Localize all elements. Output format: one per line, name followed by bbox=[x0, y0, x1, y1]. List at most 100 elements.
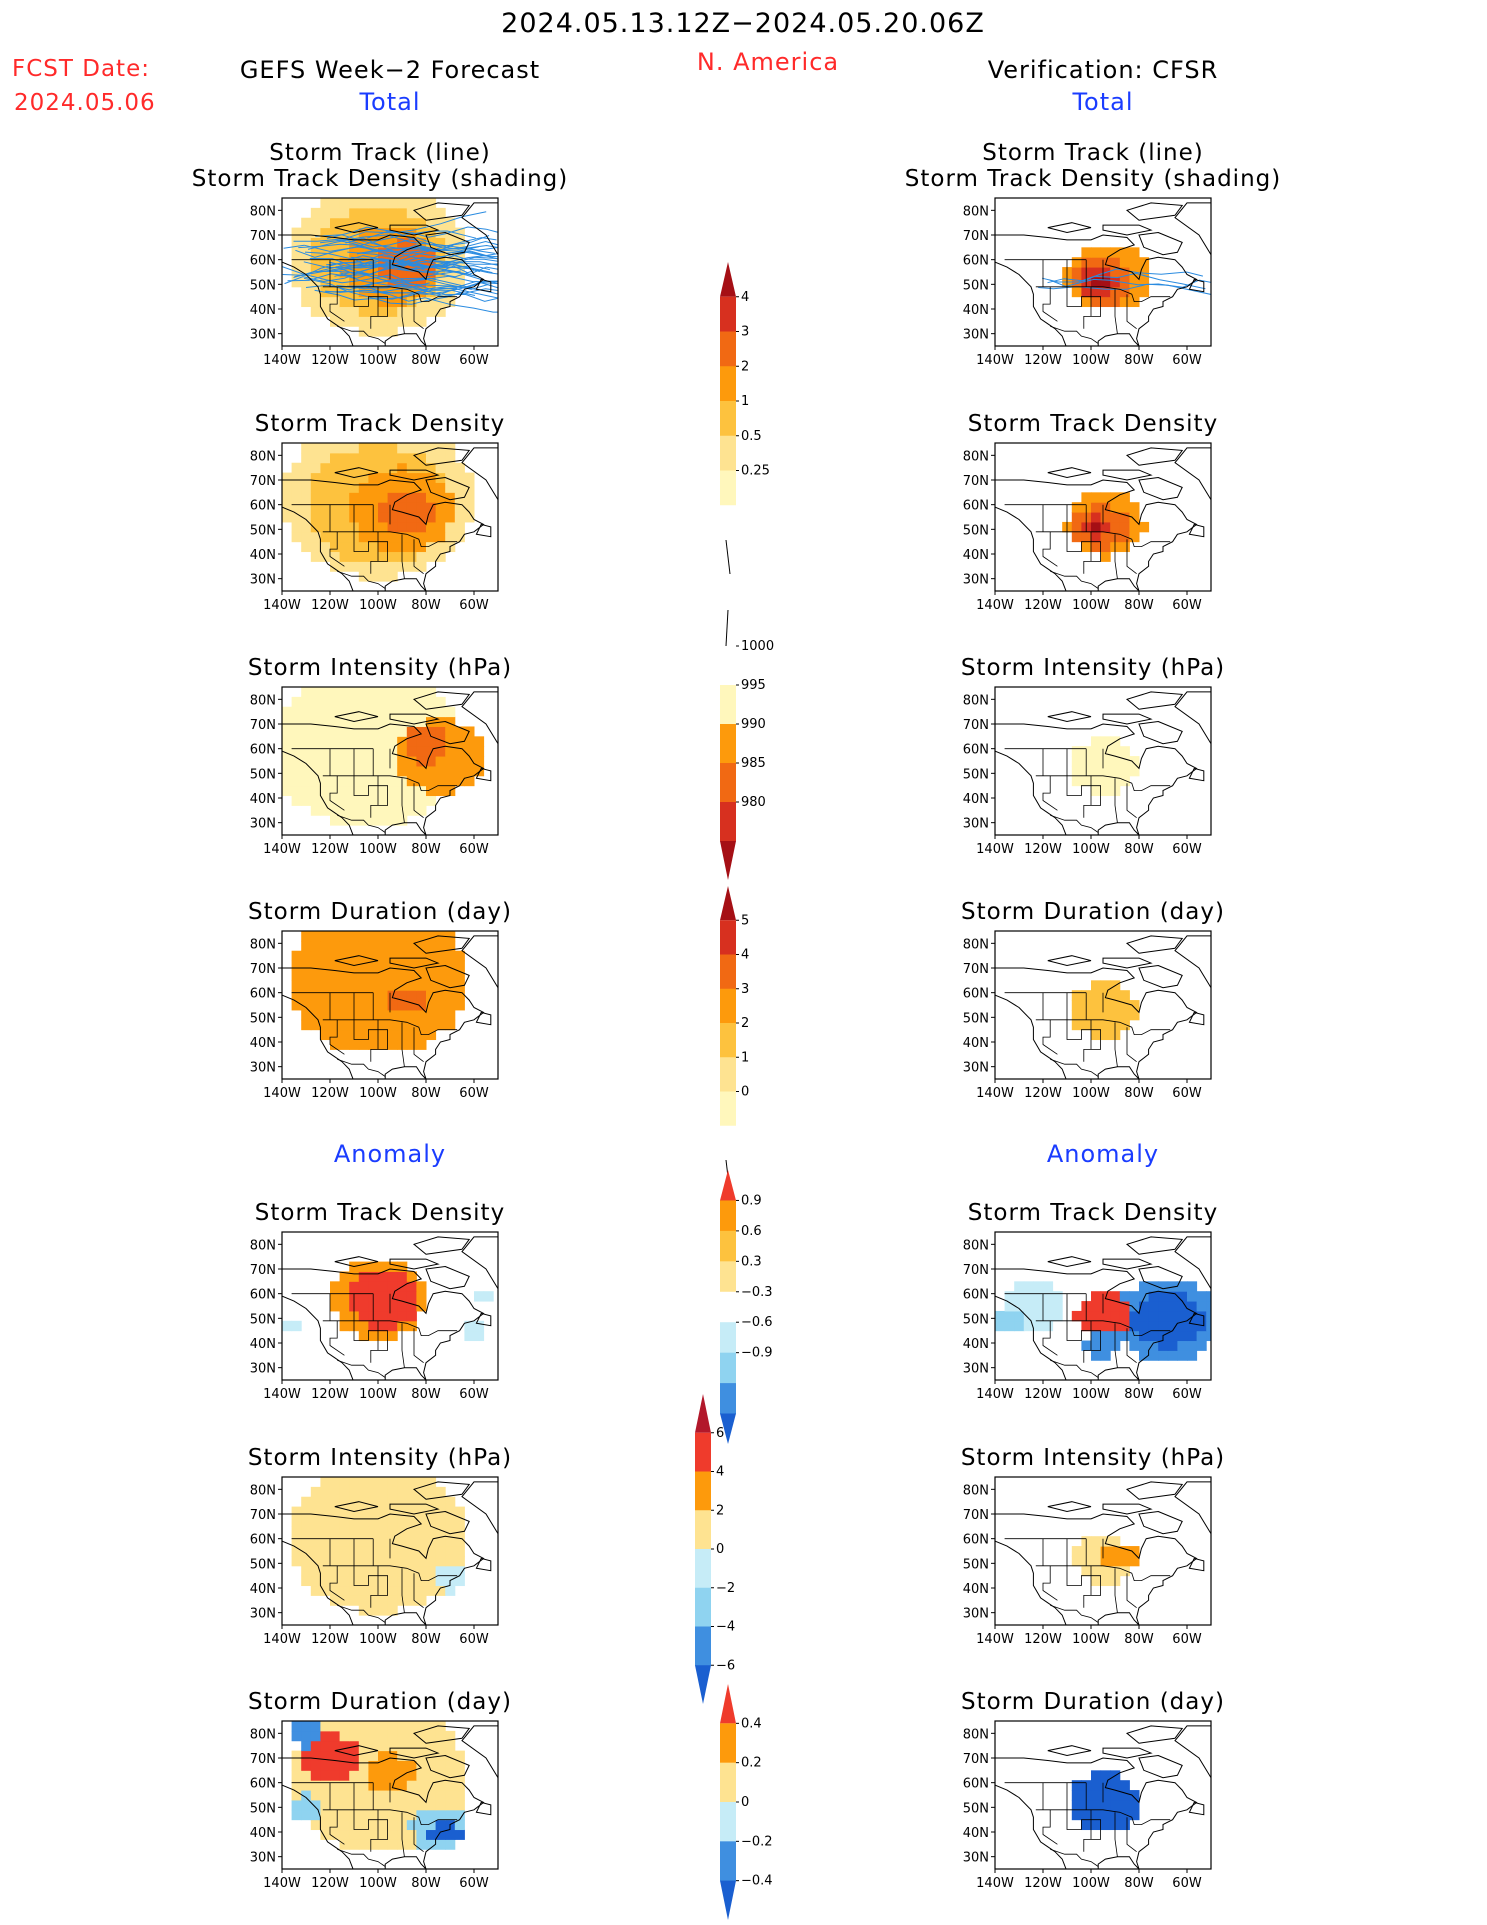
shade-cell bbox=[349, 980, 360, 991]
colorbar-segment bbox=[695, 1510, 711, 1550]
lat-tick-label: 60N bbox=[963, 743, 989, 758]
shade-cell bbox=[349, 805, 360, 816]
shade-cell bbox=[1110, 1790, 1121, 1801]
shade-cell bbox=[426, 795, 437, 806]
shade-cell bbox=[1033, 1310, 1044, 1322]
shade-cell bbox=[358, 736, 369, 747]
state-border bbox=[1042, 1809, 1058, 1845]
shade-cell bbox=[416, 1516, 427, 1527]
state-border bbox=[1126, 783, 1137, 819]
shade-cell bbox=[426, 521, 437, 533]
shade-cell bbox=[301, 1750, 312, 1761]
shade-cell bbox=[445, 706, 456, 718]
shade-cell bbox=[435, 462, 446, 474]
shade-cell bbox=[426, 990, 437, 1001]
shade-cell bbox=[387, 1760, 398, 1771]
shade-cell bbox=[1091, 276, 1102, 288]
state-border bbox=[329, 1565, 345, 1601]
lon-tick-label: 100W bbox=[1072, 353, 1110, 368]
shade-cell bbox=[1004, 1320, 1015, 1332]
shade-cell bbox=[310, 1750, 321, 1761]
lon-tick-label: 140W bbox=[263, 1086, 301, 1101]
panel-title: Storm Duration (day) bbox=[961, 899, 1225, 925]
state-border bbox=[337, 325, 386, 344]
lon-tick-label: 80W bbox=[1124, 598, 1154, 613]
shade-cell bbox=[310, 960, 321, 971]
shade-cell bbox=[339, 1039, 350, 1050]
lat-tick-label: 70N bbox=[963, 1752, 989, 1767]
shade-cell bbox=[339, 1555, 350, 1567]
shade-cell bbox=[387, 940, 398, 952]
shade-cell bbox=[339, 1019, 350, 1031]
shade-cell bbox=[426, 1477, 437, 1488]
shade-cell bbox=[310, 276, 321, 288]
island-outline bbox=[1102, 713, 1153, 725]
shade-cell bbox=[426, 207, 437, 219]
shade-cell bbox=[397, 746, 408, 757]
shade-cell bbox=[349, 1760, 360, 1771]
shade-cell bbox=[1091, 492, 1102, 503]
shade-cell bbox=[406, 531, 417, 543]
island-outline bbox=[412, 1481, 471, 1500]
shade-cell bbox=[1091, 267, 1102, 278]
shade-cell bbox=[320, 687, 331, 698]
shade-cell bbox=[368, 726, 379, 737]
colorbar-label: 5 bbox=[741, 913, 749, 928]
shade-cell bbox=[1167, 1281, 1178, 1292]
shade-cell bbox=[320, 950, 331, 962]
shade-cell bbox=[397, 257, 408, 268]
island-outline bbox=[1174, 1236, 1211, 1290]
lon-tick-label: 60W bbox=[1172, 598, 1202, 613]
colorbar-segment bbox=[695, 1587, 711, 1627]
shade-cell bbox=[291, 746, 302, 757]
shade-cell bbox=[416, 1526, 427, 1537]
shade-cell bbox=[320, 696, 331, 708]
shade-cell bbox=[320, 306, 331, 317]
lat-tick-label: 60N bbox=[250, 254, 276, 269]
shade-cell bbox=[416, 990, 427, 1001]
shade-cell bbox=[310, 990, 321, 1001]
shade-cell bbox=[339, 1506, 350, 1517]
shade-cell bbox=[291, 462, 302, 474]
panel-title: Storm Intensity (hPa) bbox=[248, 1445, 512, 1471]
shade-cell bbox=[349, 462, 360, 474]
shade-cell bbox=[397, 1496, 408, 1508]
lon-tick-label: 100W bbox=[359, 598, 397, 613]
shade-cell bbox=[1129, 286, 1140, 298]
shade-cell bbox=[378, 472, 389, 483]
shade-cell bbox=[426, 1496, 437, 1508]
shade-cell bbox=[320, 1740, 331, 1752]
shade-cell bbox=[416, 1019, 427, 1031]
shade-cell bbox=[406, 970, 417, 981]
shade-cell bbox=[349, 950, 360, 962]
shade-cell bbox=[1148, 1350, 1159, 1361]
coastline bbox=[282, 967, 485, 1079]
shade-cell bbox=[464, 512, 475, 523]
shade-cell bbox=[445, 950, 456, 962]
shade-cell bbox=[378, 1029, 389, 1041]
shade-cell bbox=[1071, 1009, 1082, 1021]
state-border bbox=[1042, 775, 1058, 811]
shade-cell bbox=[387, 1605, 398, 1616]
shade-cell bbox=[1139, 276, 1150, 288]
shade-cell bbox=[1110, 1780, 1121, 1791]
island-outline bbox=[1102, 469, 1153, 481]
shade-cell bbox=[330, 765, 341, 777]
state-border bbox=[1035, 286, 1171, 303]
shade-cell bbox=[416, 1496, 427, 1508]
lat-tick-label: 70N bbox=[963, 1508, 989, 1523]
shade-cell bbox=[368, 531, 379, 543]
shade-cell bbox=[435, 1760, 446, 1771]
lat-tick-label: 70N bbox=[250, 962, 276, 977]
panel-title: Storm Track Density bbox=[255, 1200, 505, 1226]
shade-cell bbox=[445, 1019, 456, 1031]
lon-tick-label: 140W bbox=[976, 1086, 1014, 1101]
shade-cell bbox=[320, 1486, 331, 1498]
shade-cell bbox=[339, 1839, 350, 1850]
shade-cell bbox=[320, 1565, 331, 1577]
shade-cell bbox=[454, 1780, 465, 1791]
lon-tick-label: 60W bbox=[459, 1387, 489, 1402]
shade-cell bbox=[416, 521, 427, 533]
shade-cell bbox=[387, 1565, 398, 1577]
